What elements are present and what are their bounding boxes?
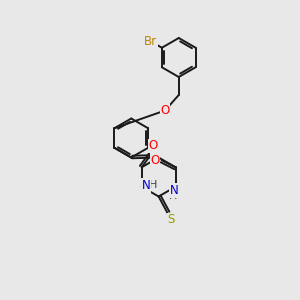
Text: S: S — [167, 213, 175, 226]
Text: H: H — [149, 181, 157, 190]
Text: O: O — [150, 154, 159, 167]
Text: N: N — [170, 184, 178, 197]
Text: O: O — [148, 139, 158, 152]
Text: Br: Br — [144, 35, 158, 48]
Text: O: O — [160, 104, 169, 117]
Text: H: H — [169, 191, 178, 201]
Text: N: N — [142, 179, 150, 192]
